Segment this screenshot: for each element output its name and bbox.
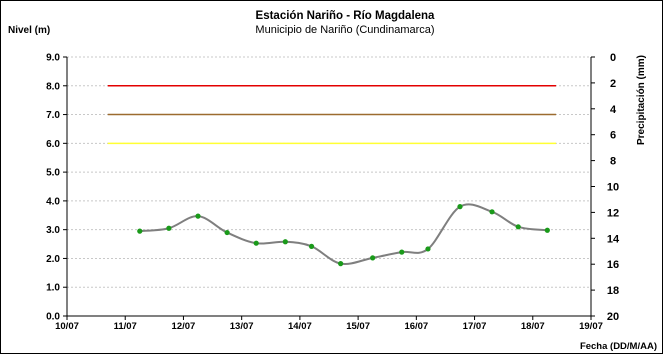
y-tick-label: 6.0 xyxy=(46,139,60,150)
data-point xyxy=(338,261,344,267)
y2-tick-label: 12 xyxy=(607,207,619,219)
y2-axis-label: Precipitación (mm) xyxy=(636,55,647,145)
x-tick-label: 17/07 xyxy=(463,321,487,332)
y2-tick-label: 2 xyxy=(610,78,616,90)
y2-tick-label: 6 xyxy=(610,130,616,142)
y-tick-label: 9.0 xyxy=(46,53,60,64)
data-point xyxy=(224,229,230,236)
y2-tick-label: 8 xyxy=(610,156,616,168)
data-point xyxy=(282,239,288,245)
y-tick-label: 0.0 xyxy=(46,312,60,323)
data-point xyxy=(166,225,172,231)
data-point xyxy=(137,228,143,234)
data-point xyxy=(253,240,259,246)
y-axis-label: Nivel (m) xyxy=(8,25,50,36)
x-tick-label: 15/07 xyxy=(346,321,370,332)
data-point xyxy=(370,255,376,261)
y-tick-label: 2.0 xyxy=(46,254,60,265)
y-tick-label: 7.0 xyxy=(46,110,60,121)
x-tick-label: 10/07 xyxy=(55,321,79,332)
chart-subtitle: Municipio de Nariño (Cundinamarca) xyxy=(255,24,434,36)
data-point xyxy=(489,209,495,215)
y2-tick-label: 20 xyxy=(607,311,619,323)
y-tick-label: 1.0 xyxy=(46,283,60,294)
y2-tick-label: 18 xyxy=(607,285,619,297)
y2-tick-label: 16 xyxy=(607,259,619,271)
x-tick-label: 11/07 xyxy=(114,321,137,332)
x-tick-label: 12/07 xyxy=(172,321,196,332)
y2-tick-label: 4 xyxy=(610,104,617,116)
data-point xyxy=(515,224,521,230)
data-point xyxy=(195,213,201,219)
y2-tick-label: 0 xyxy=(610,52,616,64)
y-tick-label: 5.0 xyxy=(46,168,60,179)
data-point xyxy=(308,243,315,249)
x-tick-label: 13/07 xyxy=(230,321,254,332)
x-tick-label: 16/07 xyxy=(404,321,428,332)
data-point xyxy=(399,249,405,255)
y2-tick-label: 14 xyxy=(607,233,620,245)
data-point xyxy=(457,204,463,210)
y2-tick-label: 10 xyxy=(607,182,619,194)
data-point xyxy=(425,246,431,252)
y-tick-label: 3.0 xyxy=(46,225,60,236)
x-axis-label: Fecha (DD/M/AA) xyxy=(580,341,657,352)
y-tick-label: 4.0 xyxy=(46,196,60,207)
y-tick-label: 8.0 xyxy=(46,81,60,92)
x-tick-label: 14/07 xyxy=(288,321,312,332)
x-tick-label: 19/07 xyxy=(579,321,603,332)
chart-title: Estación Nariño - Río Magdalena xyxy=(256,10,436,22)
x-tick-label: 18/07 xyxy=(521,321,545,332)
data-point xyxy=(544,227,550,233)
